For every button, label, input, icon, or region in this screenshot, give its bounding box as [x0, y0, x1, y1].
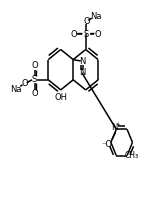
- Text: N: N: [111, 123, 118, 132]
- Text: O: O: [22, 79, 29, 88]
- Text: N: N: [79, 57, 85, 66]
- Text: O: O: [31, 61, 38, 70]
- Text: N: N: [79, 68, 85, 77]
- Text: S: S: [83, 30, 88, 39]
- Text: O: O: [70, 30, 77, 39]
- Text: +: +: [116, 122, 120, 127]
- Text: O: O: [31, 89, 38, 98]
- Text: CH₃: CH₃: [125, 151, 139, 160]
- Text: O: O: [95, 30, 101, 39]
- Text: S: S: [32, 75, 37, 84]
- Text: Na: Na: [10, 85, 22, 94]
- Text: O: O: [84, 17, 90, 26]
- Text: ⁻O: ⁻O: [102, 140, 113, 148]
- Text: Na: Na: [90, 12, 101, 21]
- Text: OH: OH: [55, 94, 68, 102]
